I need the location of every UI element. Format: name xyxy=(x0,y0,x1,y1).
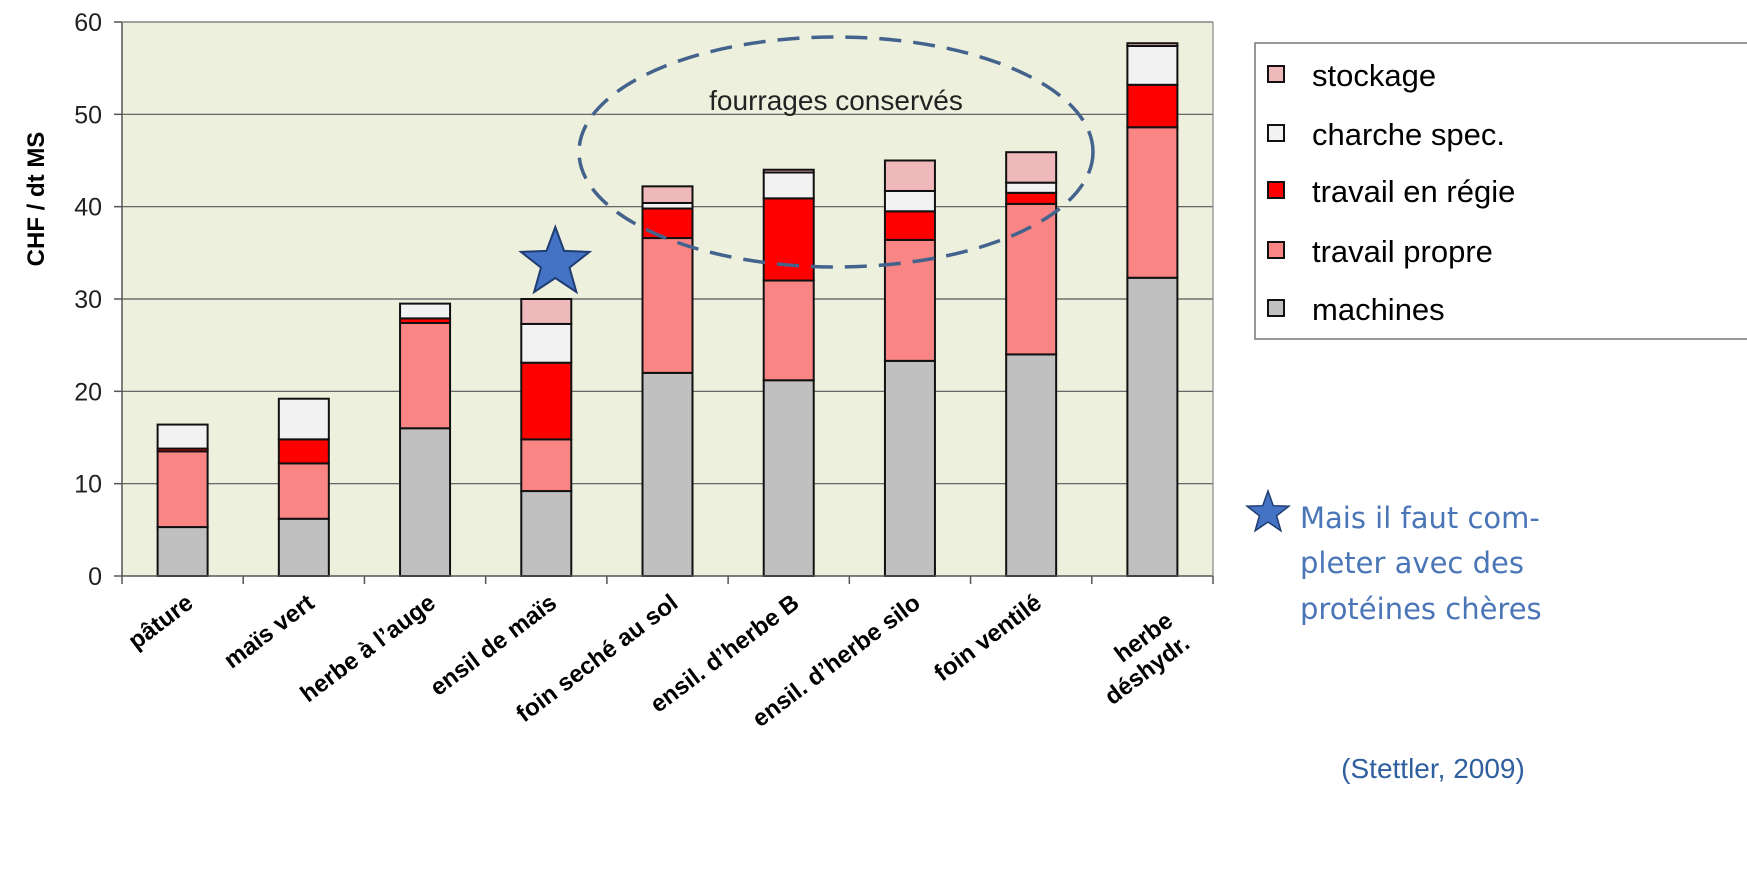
bar-segment-stockage xyxy=(1005,151,1058,184)
bar-segment-machines xyxy=(277,517,330,578)
bar-segment-machines xyxy=(520,490,573,578)
bar-segment-charche-spec- xyxy=(883,189,936,213)
bar-segment-travail-en-r-gie xyxy=(520,361,573,441)
bar-segment-travail-en-r-gie xyxy=(883,210,936,241)
bar-segment-machines xyxy=(762,379,815,577)
bar-segment-charche-spec- xyxy=(1126,45,1179,86)
y-tick-label: 0 xyxy=(88,563,102,591)
bar-segment-stockage xyxy=(641,185,694,204)
bar-segment-machines xyxy=(156,526,209,578)
bar-segment-stockage xyxy=(1126,42,1179,48)
legend-label: charche spec. xyxy=(1312,117,1505,152)
bar-segment-charche-spec- xyxy=(520,322,573,364)
bar-segment-travail-propre xyxy=(520,438,573,493)
bar-segment-charche-spec- xyxy=(1005,181,1058,194)
note-star-icon xyxy=(1245,488,1291,533)
note-line-2: pleter avec des xyxy=(1300,546,1524,580)
bar-segment-machines xyxy=(883,359,936,578)
bar-segment-machines xyxy=(1005,353,1058,577)
y-tick-label: 20 xyxy=(74,378,102,406)
conserved-forage-ellipse xyxy=(577,35,1095,269)
y-tick-label: 60 xyxy=(74,9,102,37)
y-tick-label: 10 xyxy=(74,471,102,499)
x-category-label: foin ventilé xyxy=(929,589,1046,687)
legend-swatch xyxy=(1267,181,1285,199)
x-category-label: pâture xyxy=(123,589,198,655)
star-icon xyxy=(518,224,593,295)
x-category-label: maïs vert xyxy=(219,589,319,674)
legend-swatch xyxy=(1267,65,1285,83)
x-category-label: herbedéshydr. xyxy=(1083,607,1195,710)
bar-segment-machines xyxy=(399,427,452,577)
bar-segment-stockage xyxy=(762,168,815,174)
bar-segment-charche-spec- xyxy=(399,302,452,320)
legend: stockage charche spec. travail en régie tra… xyxy=(1254,42,1747,340)
bar-segment-travail-propre xyxy=(1126,126,1179,279)
bar-segment-machines xyxy=(641,371,694,577)
citation: (Stettler, 2009) xyxy=(1341,753,1525,784)
legend-label: travail propre xyxy=(1312,234,1493,269)
bar-segment-charche-spec- xyxy=(762,171,815,200)
bar-segment-machines xyxy=(1126,276,1179,577)
bar-segment-travail-propre xyxy=(1005,202,1058,356)
bar-segment-travail-propre xyxy=(156,450,209,529)
y-axis-label: CHF / dt MS xyxy=(23,132,50,267)
bar-segment-travail-en-r-gie xyxy=(641,207,694,240)
legend-swatch xyxy=(1267,299,1285,317)
legend-swatch xyxy=(1267,241,1285,259)
bar-segment-travail-en-r-gie xyxy=(1005,191,1058,205)
y-tick-label: 50 xyxy=(74,101,102,129)
y-tick-label: 30 xyxy=(74,286,102,314)
y-tick-label: 40 xyxy=(74,194,102,222)
x-category-label: herbe à l’auge xyxy=(296,589,441,708)
note-line-3: protéines chères xyxy=(1300,592,1542,626)
bar-segment-travail-en-r-gie xyxy=(1126,83,1179,129)
bar-segment-travail-en-r-gie xyxy=(762,197,815,282)
bar-segment-travail-propre xyxy=(399,322,452,430)
legend-swatch xyxy=(1267,124,1285,142)
bar-segment-travail-propre xyxy=(641,237,694,374)
legend-label: travail en régie xyxy=(1312,174,1515,209)
note-line-1: Mais il faut com- xyxy=(1300,501,1540,535)
annotation-fourrages-conserves: fourrages conservés xyxy=(709,85,963,116)
legend-box xyxy=(1254,42,1747,340)
bar-segment-travail-en-r-gie xyxy=(277,438,330,465)
bar-segment-stockage xyxy=(520,298,573,325)
legend-label: machines xyxy=(1312,292,1445,327)
bar-segment-stockage xyxy=(883,159,936,192)
axes: 0 10 20 30 40 50 60 xyxy=(74,9,1214,591)
bar-segment-travail-propre xyxy=(762,279,815,382)
bar-segment-charche-spec- xyxy=(156,423,209,450)
note-text: Mais il faut com- pleter avec des protéi… xyxy=(1300,501,1542,626)
bar-segment-charche-spec- xyxy=(277,397,330,441)
bar-segment-travail-propre xyxy=(277,462,330,520)
legend-label: stockage xyxy=(1312,58,1436,93)
